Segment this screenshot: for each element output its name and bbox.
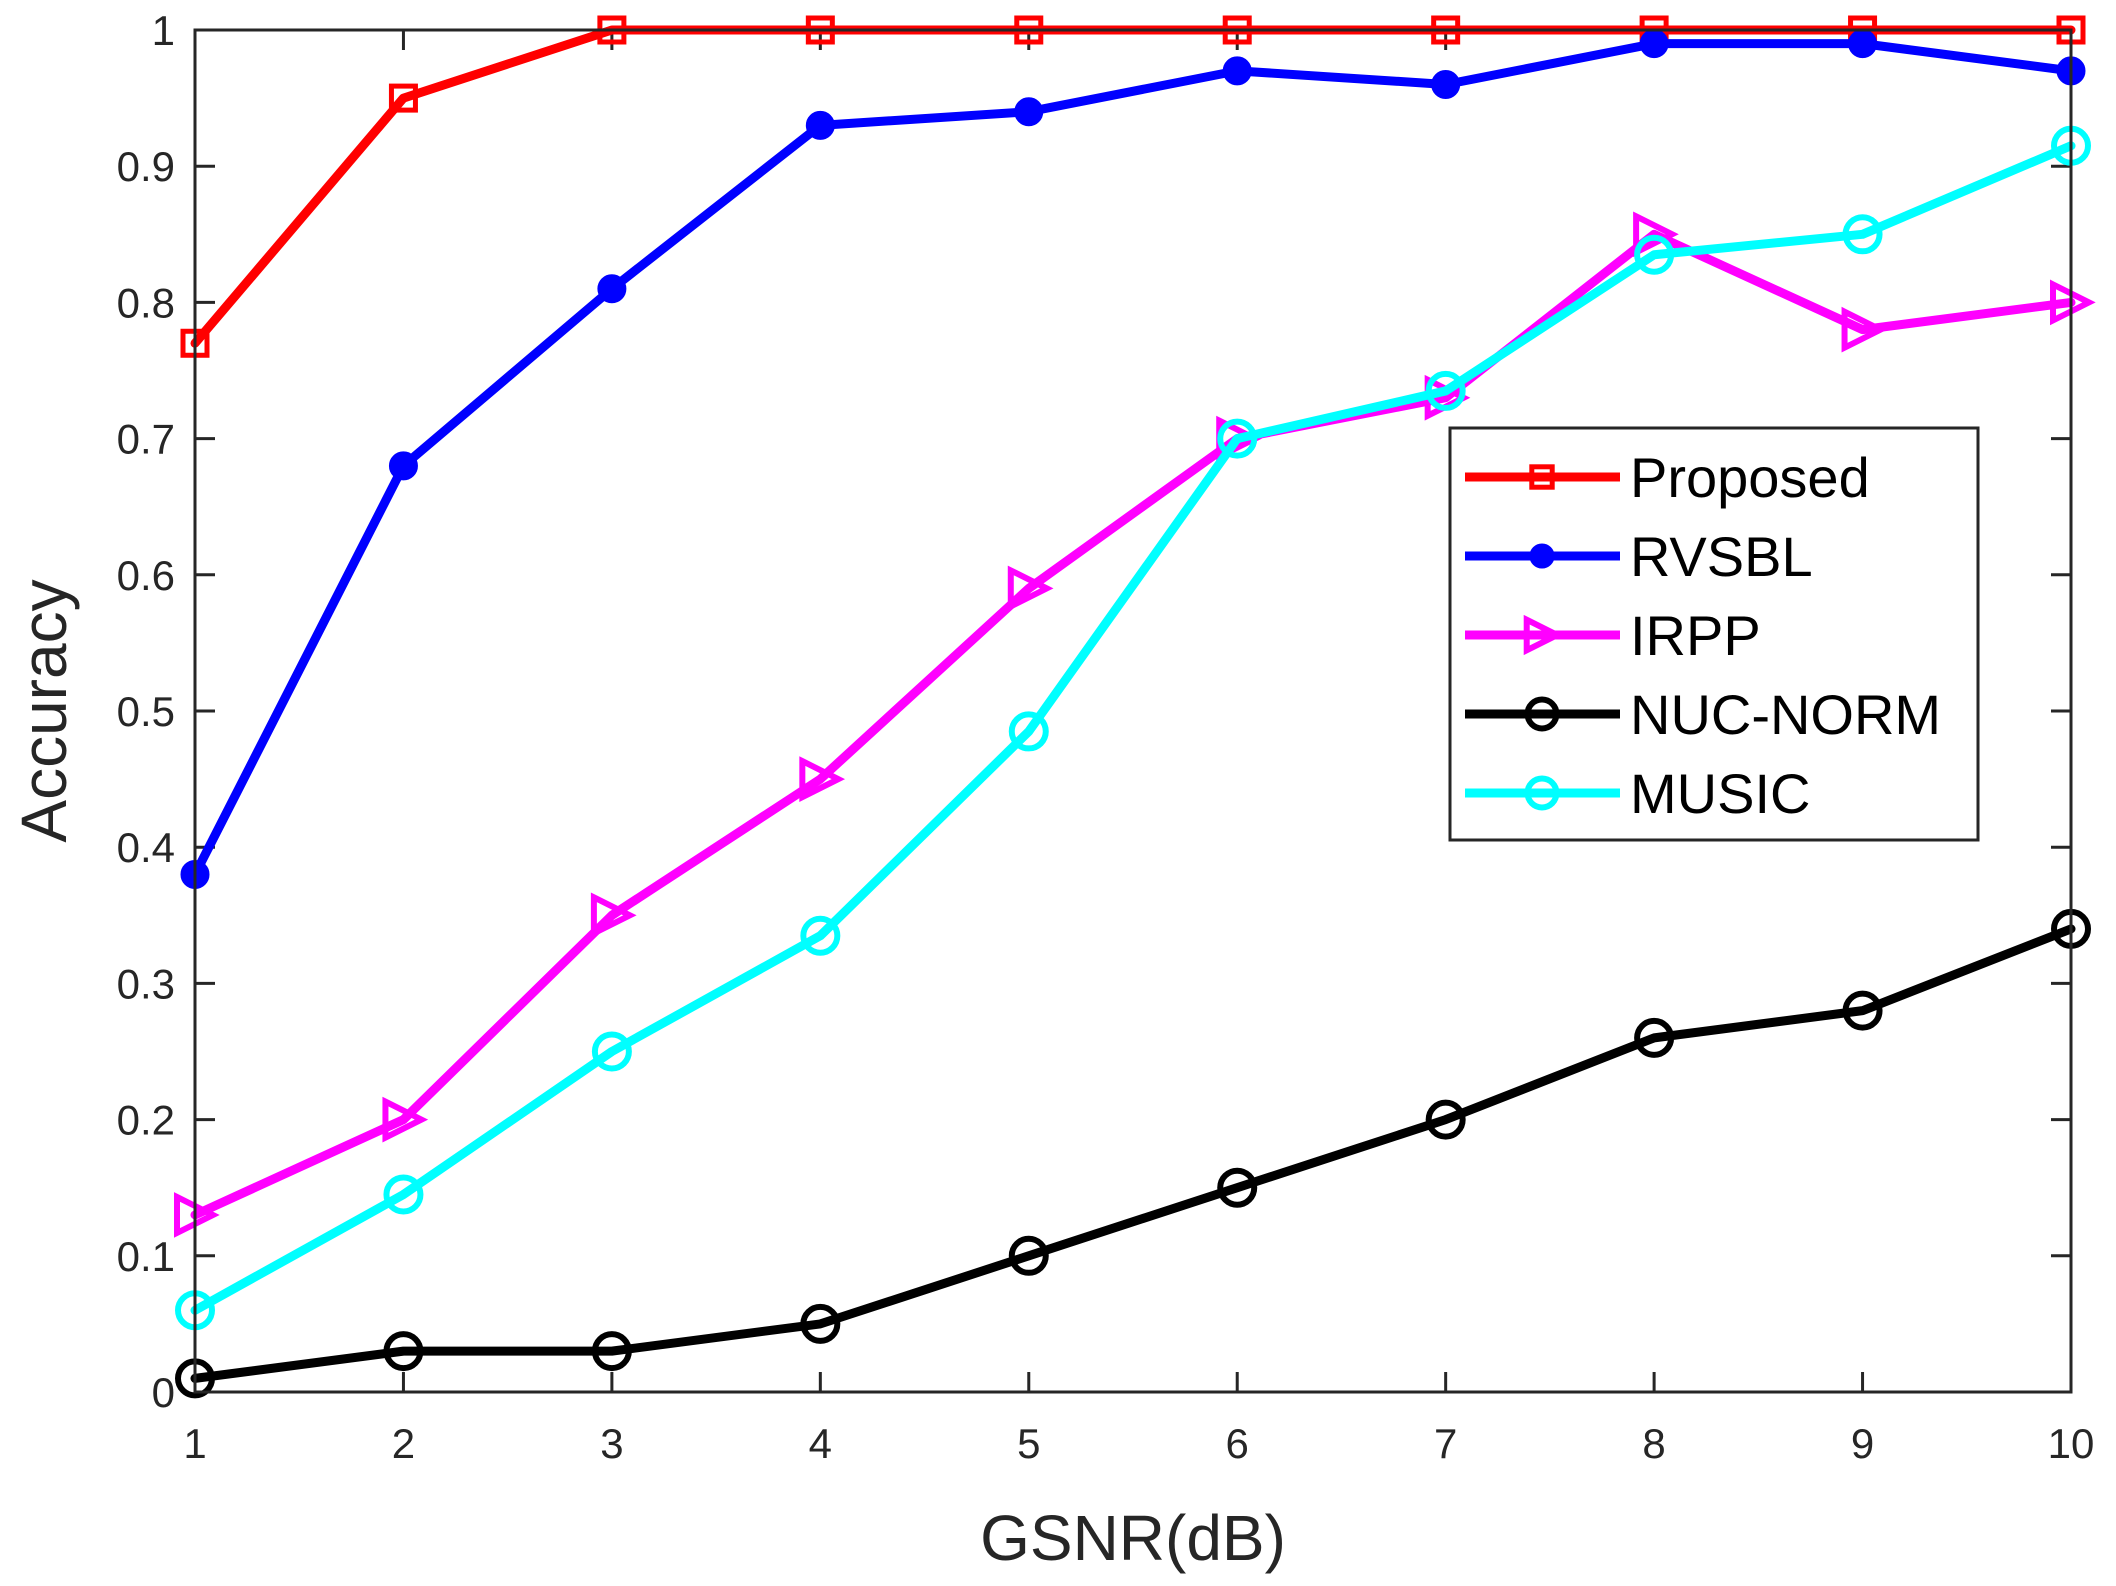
series-nuc-norm [175, 908, 2091, 1399]
legend-item-irpp: IRPP [1465, 604, 1761, 667]
data-point-music [800, 915, 841, 956]
data-point-music [591, 1031, 632, 1072]
series-layer [174, 15, 2096, 1399]
data-point-nuc-norm [591, 1331, 632, 1372]
legend-label: IRPP [1630, 604, 1761, 667]
data-point-rvsbl [1431, 69, 1461, 99]
data-point-music [1425, 370, 1466, 411]
data-point-rvsbl [1639, 29, 1669, 59]
data-point-music [1217, 418, 1258, 459]
legend-marker-proposed [1529, 464, 1555, 490]
data-point-nuc-norm [383, 1331, 424, 1372]
y-tick-label: 0.2 [117, 1097, 175, 1144]
y-tick-label: 0.1 [117, 1233, 175, 1280]
data-point-rvsbl [1848, 29, 1878, 59]
data-point-rvsbl [388, 451, 418, 481]
data-point-nuc-norm [800, 1303, 841, 1344]
y-tick-label: 0.7 [117, 416, 175, 463]
x-tick-label: 1 [183, 1420, 206, 1467]
series-line-music [190, 141, 2076, 1315]
data-point-rvsbl [597, 274, 627, 304]
y-tick-label: 0.4 [117, 824, 175, 871]
legend-item-music: MUSIC [1465, 762, 1810, 825]
data-point-proposed [388, 83, 418, 113]
data-point-nuc-norm [1425, 1099, 1466, 1140]
x-tick-label: 8 [1642, 1420, 1665, 1467]
legend-marker-music [1524, 775, 1560, 811]
y-tick-label: 0 [152, 1369, 175, 1416]
data-point-irpp [799, 756, 846, 802]
data-point-nuc-norm [1008, 1235, 1049, 1276]
y-tick-label: 1 [152, 7, 175, 54]
x-tick-label: 2 [392, 1420, 415, 1467]
data-point-irpp [1633, 211, 1679, 258]
data-point-nuc-norm [1217, 1167, 1258, 1208]
legend-marker-irpp [1523, 614, 1565, 656]
y-tick-label: 0.9 [117, 143, 175, 190]
legend-item-rvsbl: RVSBL [1465, 525, 1813, 588]
y-tick-label: 0.5 [117, 688, 175, 735]
legend-item-nuc-norm: NUC-NORM [1465, 683, 1941, 746]
x-tick-label: 6 [1226, 1420, 1249, 1467]
data-point-music [1634, 234, 1675, 275]
series-line-rvsbl [190, 39, 2076, 879]
x-tick-label: 3 [600, 1420, 623, 1467]
legend-label: NUC-NORM [1630, 683, 1941, 746]
data-point-irpp [1841, 306, 1888, 353]
legend: Proposed RVSBL IRPP NUC-NORM MUSIC [1448, 426, 1980, 842]
data-point-music [1008, 711, 1049, 752]
legend-marker-rvsbl [1529, 543, 1555, 569]
x-axis-title: GSNR(dB) [980, 1502, 1286, 1574]
y-axis-title: Accuracy [8, 579, 80, 842]
data-point-rvsbl [805, 110, 835, 140]
legend-label: Proposed [1630, 446, 1870, 509]
y-tick-label: 0.3 [117, 960, 175, 1007]
data-point-nuc-norm [1842, 990, 1883, 1031]
data-point-nuc-norm [1634, 1017, 1675, 1058]
x-tick-label: 4 [809, 1420, 832, 1467]
data-point-irpp [382, 1096, 429, 1143]
legend-item-proposed: Proposed [1465, 446, 1870, 509]
y-tick-label: 0.6 [117, 552, 175, 599]
data-point-music [1842, 214, 1883, 255]
tick-labels-layer: 1 2 3 4 5 6 7 8 9 10 0 0.1 0.2 0.3 0.4 0.5 0.6 0.7 0.8 0.9 1 [117, 7, 2095, 1467]
x-tick-label: 10 [2048, 1420, 2095, 1467]
series-line-nuc-norm [190, 924, 2076, 1383]
data-point-rvsbl [1014, 97, 1044, 127]
data-point-irpp [1007, 565, 1054, 612]
x-tick-label: 5 [1017, 1420, 1040, 1467]
data-point-rvsbl [1222, 56, 1252, 86]
legend-marker-nuc-norm [1524, 696, 1560, 732]
data-point-music [383, 1174, 424, 1215]
plot-area-frame [193, 28, 2073, 1394]
x-tick-label: 9 [1851, 1420, 1874, 1467]
series-line-irpp [190, 229, 2076, 1220]
legend-label: RVSBL [1630, 525, 1813, 588]
legend-label: MUSIC [1630, 762, 1810, 825]
y-tick-label: 0.8 [117, 279, 175, 326]
x-tick-label: 7 [1434, 1420, 1457, 1467]
data-point-irpp [590, 892, 637, 939]
